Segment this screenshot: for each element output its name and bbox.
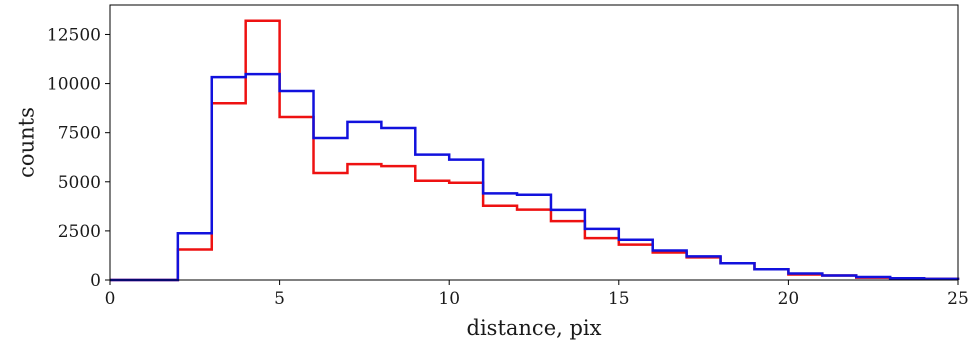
y-axis-label: counts	[14, 107, 38, 178]
x-tick-label: 25	[947, 289, 969, 309]
series-1-step-line	[110, 19, 960, 282]
y-tick-label: 5000	[58, 173, 101, 193]
y-tick-label: 7500	[58, 124, 101, 144]
series-layer	[110, 19, 960, 282]
series-2-step-line	[110, 72, 960, 282]
x-tick-label: 20	[778, 289, 800, 309]
x-axis-label: distance, pix	[467, 316, 602, 340]
y-tick-label: 0	[90, 271, 101, 291]
x-tick-label: 0	[105, 289, 116, 309]
plot-frame	[109, 4, 959, 281]
y-tick-label: 10000	[47, 75, 101, 95]
y-tick-label: 2500	[58, 222, 101, 242]
x-tick-label: 10	[438, 289, 460, 309]
y-tick-label: 12500	[47, 25, 101, 45]
x-tick-label: 5	[274, 289, 285, 309]
x-tick-label: 15	[608, 289, 630, 309]
ticks-layer: 0 5 10 15 20 25 0 2500 5000 7500 10000 12500	[47, 25, 969, 309]
